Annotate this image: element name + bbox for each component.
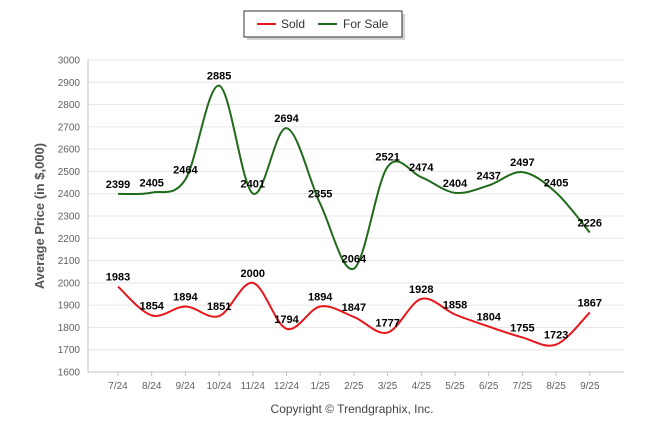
- grid-lines: [88, 59, 624, 373]
- x-tick-label: 7/25: [513, 381, 533, 392]
- x-tick-label: 9/24: [176, 381, 196, 392]
- data-label-sold: 1794: [274, 314, 299, 326]
- data-label-sold: 1894: [308, 291, 333, 303]
- y-tick-label: 2900: [58, 78, 81, 89]
- x-tick-label: 4/25: [412, 381, 432, 392]
- y-tick-label: 2200: [58, 234, 81, 245]
- data-label-sold: 1928: [409, 284, 433, 296]
- y-tick-label: 3000: [58, 56, 81, 67]
- x-tick-label: 5/25: [445, 381, 465, 392]
- data-label-sold: 1858: [443, 300, 467, 312]
- y-tick-label: 2000: [58, 278, 81, 289]
- x-tick-label: 7/24: [108, 381, 128, 392]
- legend-entry-for-sale: For Sale: [343, 17, 389, 31]
- data-label-sold: 1723: [544, 330, 568, 342]
- series-group: [117, 84, 591, 347]
- series-line-sold: [117, 281, 591, 347]
- data-label-for-sale: 2497: [510, 157, 534, 169]
- data-label-for-sale: 2694: [274, 113, 299, 125]
- y-tick-label: 2700: [58, 122, 81, 133]
- x-tick-label: 10/24: [207, 381, 232, 392]
- x-tick-label: 9/25: [580, 381, 600, 392]
- data-label-for-sale: 2355: [308, 189, 332, 201]
- data-label-sold: 1854: [139, 300, 164, 312]
- data-label-for-sale: 2401: [241, 178, 265, 190]
- data-label-for-sale: 2404: [443, 178, 468, 190]
- data-label-for-sale: 2437: [476, 170, 500, 182]
- legend-entry-sold: Sold: [281, 17, 305, 31]
- y-tick-label: 2800: [58, 100, 81, 111]
- data-label-sold: 1755: [510, 322, 534, 334]
- data-label-sold: 1983: [106, 272, 130, 284]
- y-tick-label: 2600: [58, 145, 81, 156]
- x-tick-label: 2/25: [344, 381, 364, 392]
- data-label-sold: 1847: [342, 302, 366, 314]
- data-label-sold: 1851: [207, 301, 231, 313]
- y-tick-label: 1800: [58, 323, 81, 334]
- data-label-sold: 1777: [375, 318, 399, 330]
- y-tick-label: 1700: [58, 345, 81, 356]
- y-tick-label: 1900: [58, 301, 81, 312]
- x-tick-label: 1/25: [310, 381, 330, 392]
- y-tick-label: 2400: [58, 189, 81, 200]
- x-axis: 7/24 8/24 9/24 10/24 11/24 12/24 1/25 2/25 3/25 4…: [88, 371, 624, 392]
- data-label-for-sale: 2521: [375, 152, 399, 164]
- y-tick-label: 2500: [58, 167, 81, 178]
- data-label-for-sale: 2405: [544, 178, 568, 190]
- legend: Sold For Sale: [243, 10, 405, 40]
- x-tick-label: 12/24: [274, 381, 299, 392]
- y-tick-label: 1600: [58, 368, 81, 379]
- y-axis: 1600 1700 1800 1900 2000 2100 2200 2300 2400 2500…: [58, 56, 89, 379]
- x-tick-label: 3/25: [378, 381, 398, 392]
- data-label-for-sale: 2064: [342, 254, 367, 266]
- data-label-for-sale: 2399: [106, 179, 130, 191]
- x-tick-label: 11/24: [241, 381, 266, 392]
- y-tick-label: 2300: [58, 212, 81, 223]
- data-label-for-sale: 2464: [173, 164, 198, 176]
- data-label-for-sale: 2405: [139, 178, 163, 190]
- x-tick-label: 8/24: [142, 381, 162, 392]
- data-label-sold: 1894: [173, 291, 198, 303]
- y-tick-label: 2100: [58, 256, 81, 267]
- data-label-for-sale: 2885: [207, 71, 231, 83]
- data-label-sold: 1804: [476, 312, 501, 324]
- data-label-for-sale: 2474: [409, 162, 434, 174]
- x-tick-label: 8/25: [546, 381, 566, 392]
- x-tick-label: 6/25: [479, 381, 499, 392]
- copyright-credit: Copyright © Trendgraphix, Inc.: [271, 402, 434, 416]
- data-label-sold: 1867: [578, 297, 602, 309]
- data-label-sold: 2000: [241, 268, 265, 280]
- series-line-for-sale: [117, 84, 591, 270]
- data-labels: 1983 1854 1894 1851 2000 1794 1894 1847 1777 1928…: [106, 71, 602, 342]
- y-axis-label: Average Price (in $,000): [32, 143, 47, 289]
- data-label-for-sale: 2226: [578, 217, 602, 229]
